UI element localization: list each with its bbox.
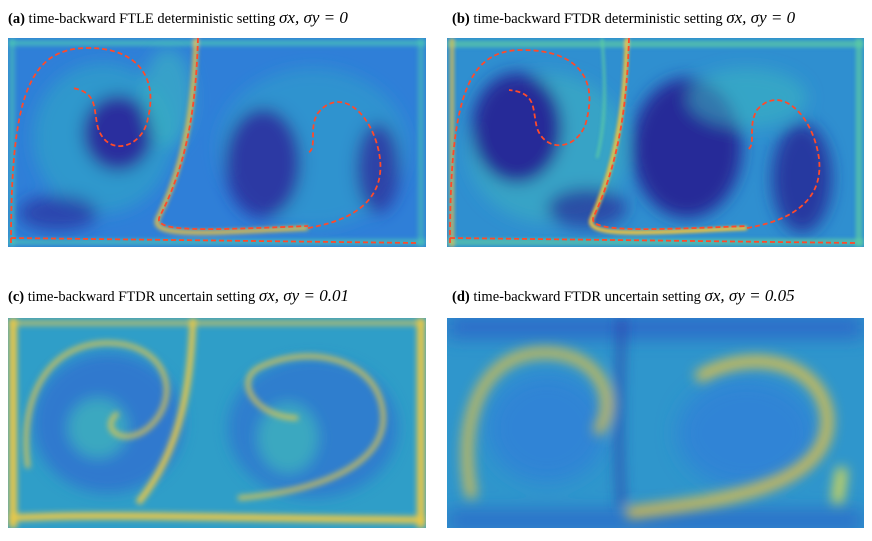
caption-c-math: σx, σy = 0.01 <box>258 286 349 305</box>
caption-d-label: time-backward FTDR uncertain setting <box>473 289 701 305</box>
caption-d: (d) time-backward FTDR uncertain setting… <box>452 286 795 307</box>
caption-b-label: time-backward FTDR deterministic setting <box>473 11 723 27</box>
caption-d-tag: (d) <box>452 289 470 305</box>
caption-c-tag: (c) <box>8 289 25 305</box>
caption-b: (b) time-backward FTDR deterministic set… <box>452 8 795 29</box>
caption-b-math: σx, σy = 0 <box>726 8 796 27</box>
panel-c-field <box>8 318 426 528</box>
caption-b-tag: (b) <box>452 11 470 27</box>
caption-c-label: time-backward FTDR uncertain setting <box>27 289 256 305</box>
caption-a-math: σx, σy = 0 <box>279 8 348 27</box>
caption-c: (c) time-backward FTDR uncertain setting… <box>8 286 349 307</box>
caption-a: (a) time-backward FTLE deterministic set… <box>8 8 348 29</box>
caption-a-tag: (a) <box>8 11 25 27</box>
caption-d-math: σx, σy = 0.05 <box>704 286 795 305</box>
panel-b-field <box>447 38 864 247</box>
panel-d-field <box>447 318 864 528</box>
caption-a-label: time-backward FTLE deterministic setting <box>28 11 276 27</box>
panel-a-field <box>8 38 426 247</box>
